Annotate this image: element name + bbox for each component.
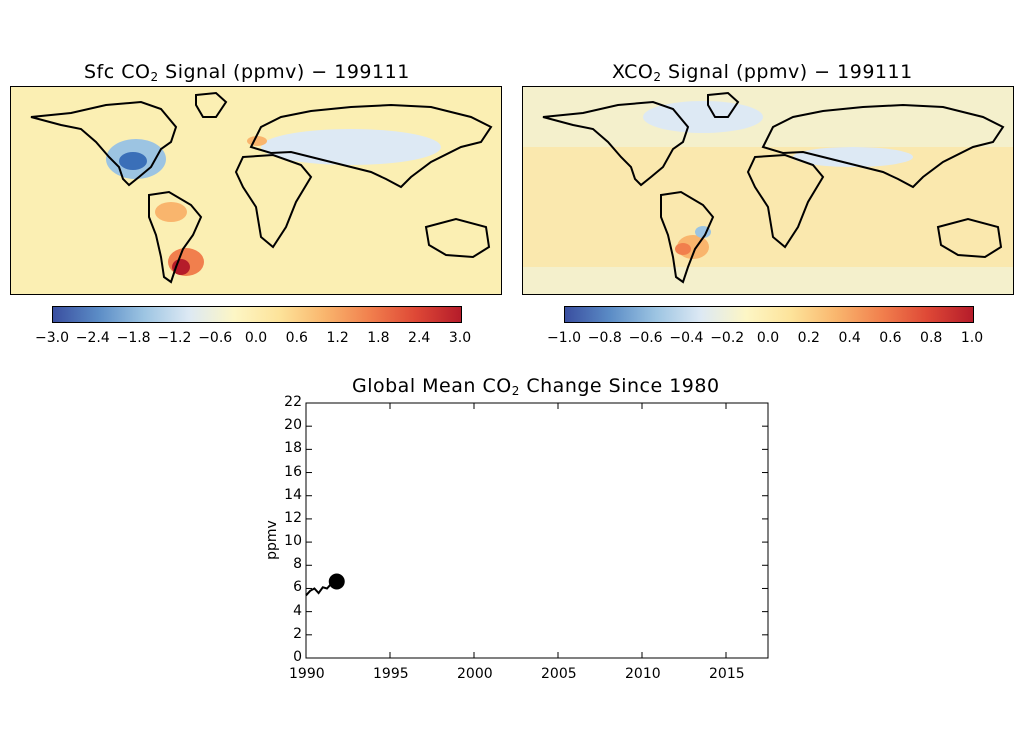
y-tick-label: 10 [284,533,302,550]
xco2-map-canvas [523,87,1013,294]
x-tick-label: 1995 [373,666,409,682]
x-tick-label: 2010 [625,666,661,682]
sfc-colorbar-tick-label: −0.6 [198,330,233,346]
y-tick-label: 14 [284,486,302,503]
xco2-colorbar-tick-label: 1.0 [960,330,984,346]
xco2-sa-high-core [675,243,691,255]
sfc-colorbar-tick-label: −1.2 [157,330,192,346]
xco2-colorbar-tick-label: −0.4 [669,330,704,346]
xco2-colorbar-tick-label: −1.0 [547,330,581,346]
y-tick-label: 18 [284,440,302,457]
xco2-colorbar-tick-label: 0.0 [756,330,780,346]
xco2-colorbar-tick-label: −0.8 [587,330,622,346]
sfc-co2-map [10,86,502,295]
xco2-colorbar [564,306,974,323]
sfc-amazon-high [155,202,187,222]
xco2-greenland-coast [707,91,740,118]
xco2-south-america-coast [660,190,715,284]
sfc-map-title: Sfc CO2 Signal (ppmv) − 199111 [84,61,410,84]
xco2-colorbar-tick-label: 0.4 [838,330,861,346]
sfc-south-america-coast [148,190,203,284]
y-tick-label: 8 [293,556,302,573]
xco2-colorbar-tick-label: −0.2 [710,330,745,346]
xco2-map-title: XCO2 Signal (ppmv) − 199111 [612,61,913,84]
sfc-colorbar-tick-label: −3.0 [35,330,69,346]
sfc-colorbar-tick-label: 3.0 [448,330,472,346]
sfc-eurasia-coast [249,103,493,189]
xco2-map [522,86,1014,295]
y-tick-label: 16 [284,463,302,480]
current-value-marker [328,573,345,590]
sfc-australia-coast [424,217,491,259]
x-tick-label: 1990 [289,666,325,682]
xco2-north-america-coast [542,100,690,187]
y-tick-label: 0 [293,649,302,665]
sfc-na-low-core [119,152,147,170]
sfc-colorbar-tick-label: 0.0 [244,330,268,346]
xco2-eurasia-coast [761,103,1005,189]
sfc-greenland-coast [195,91,228,118]
x-tick-label: 2015 [709,666,745,682]
sfc-ocean-field [11,87,501,294]
y-tick-label: 12 [284,509,302,526]
sfc-map-canvas [11,87,501,294]
y-tick-label: 2 [293,625,302,642]
y-tick-label: 20 [284,417,302,434]
sfc-colorbar-tick-label: −2.4 [75,330,110,346]
xco2-africa-coast [746,153,825,249]
sfc-colorbar-tick-label: −1.8 [116,330,151,346]
sfc-colorbar-tick-label: 1.2 [326,330,349,346]
sfc-colorbar-tick-label: 1.8 [367,330,390,346]
xco2-colorbar-tick-label: 0.8 [920,330,943,346]
xco2-colorbar-tick-label: −0.6 [628,330,663,346]
y-tick-label: 6 [293,579,302,596]
y-axis-label: ppmv [263,520,280,560]
y-tick-label: 4 [293,602,302,619]
line-chart-title: Global Mean CO2 Change Since 1980 [352,375,720,398]
x-tick-label: 2005 [541,666,577,682]
x-tick-label: 2000 [457,666,493,682]
xco2-colorbar-tick-label: 0.2 [797,330,820,346]
xco2-coastlines [542,91,1005,284]
sfc-north-america-coast [30,100,178,187]
xco2-asia-low [793,147,913,167]
y-tick-label: 22 [284,394,302,410]
xco2-australia-coast [936,217,1003,259]
plot-frame [305,402,769,659]
sfc-coastlines [30,91,493,284]
sfc-colorbar-tick-label: 2.4 [408,330,431,346]
xco2-colorbar-tick-label: 0.6 [879,330,902,346]
sfc-colorbar [52,306,462,323]
sfc-africa-coast [234,153,313,249]
sfc-colorbar-tick-label: 0.6 [285,330,308,346]
